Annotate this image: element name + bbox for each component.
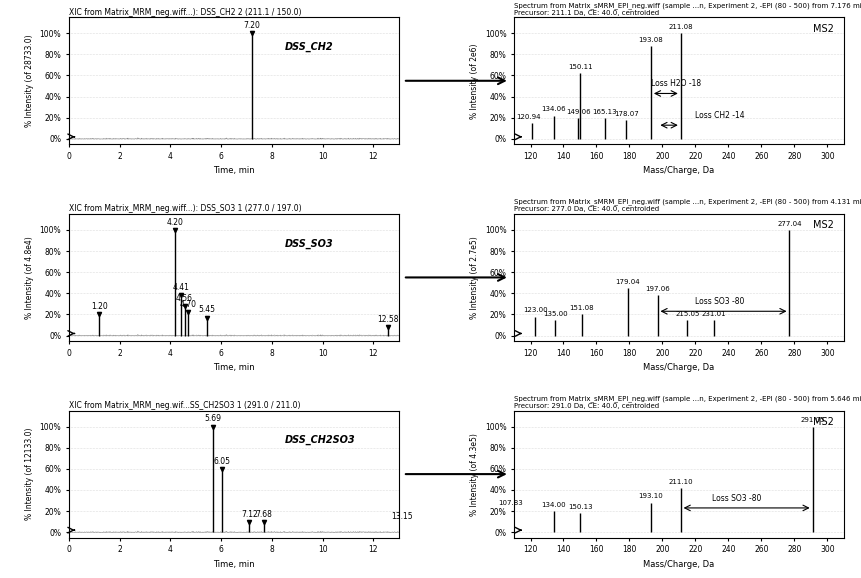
Text: 123.00: 123.00 [523, 307, 548, 313]
Text: Spectrum from Matrix_sMRM_EPI_neg.wiff (sample ...n, Experiment 2, -EPI (80 - 50: Spectrum from Matrix_sMRM_EPI_neg.wiff (… [514, 198, 861, 212]
Text: 13.15: 13.15 [392, 512, 413, 521]
Text: 135.00: 135.00 [543, 310, 567, 317]
Text: 5.45: 5.45 [199, 305, 215, 314]
Text: 211.10: 211.10 [668, 479, 693, 485]
Text: MS2: MS2 [813, 417, 834, 427]
Text: XIC from Matrix_MRM_neg.wiff...): DSS_SO3 1 (277.0 / 197.0): XIC from Matrix_MRM_neg.wiff...): DSS_SO… [69, 204, 301, 213]
X-axis label: Time, min: Time, min [213, 166, 255, 175]
Text: 151.08: 151.08 [569, 305, 594, 312]
Text: 134.06: 134.06 [542, 106, 566, 113]
Text: 150.13: 150.13 [568, 504, 592, 510]
Text: 179.04: 179.04 [616, 279, 641, 285]
Text: 120.94: 120.94 [517, 114, 541, 120]
Text: 215.05: 215.05 [675, 310, 699, 317]
Text: 150.11: 150.11 [568, 64, 592, 70]
Text: Spectrum from Matrix_sMRM_EPI_neg.wiff (sample ...n, Experiment 2, -EPI (80 - 50: Spectrum from Matrix_sMRM_EPI_neg.wiff (… [514, 2, 861, 16]
Text: Spectrum from Matrix_sMRM_EPI_neg.wiff (sample ...n, Experiment 2, -EPI (80 - 50: Spectrum from Matrix_sMRM_EPI_neg.wiff (… [514, 395, 861, 409]
Text: 291.05: 291.05 [800, 417, 825, 423]
Text: 231.01: 231.01 [701, 310, 726, 317]
X-axis label: Mass/Charge, Da: Mass/Charge, Da [643, 166, 715, 175]
Text: Loss SO3 -80: Loss SO3 -80 [712, 494, 761, 503]
Text: 4.20: 4.20 [167, 218, 184, 227]
Text: 193.08: 193.08 [639, 37, 663, 43]
Text: 7.68: 7.68 [255, 510, 272, 518]
Text: 7.20: 7.20 [243, 21, 260, 30]
X-axis label: Mass/Charge, Da: Mass/Charge, Da [643, 560, 715, 569]
Text: 7.12: 7.12 [241, 510, 257, 518]
Text: 178.07: 178.07 [614, 111, 639, 117]
Text: 12.58: 12.58 [377, 315, 399, 324]
Text: 277.04: 277.04 [777, 221, 802, 227]
Y-axis label: % Intensity (of 4.3e5): % Intensity (of 4.3e5) [470, 433, 480, 516]
Text: 165.13: 165.13 [592, 109, 617, 114]
X-axis label: Time, min: Time, min [213, 560, 255, 569]
X-axis label: Time, min: Time, min [213, 363, 255, 372]
X-axis label: Mass/Charge, Da: Mass/Charge, Da [643, 363, 715, 372]
Text: Loss CH2 -14: Loss CH2 -14 [696, 111, 745, 120]
Text: MS2: MS2 [813, 24, 834, 34]
Y-axis label: % Intensity (of 12133.0): % Intensity (of 12133.0) [25, 428, 34, 520]
Text: XIC from Matrix_MRM_neg.wif...SS_CH2SO3 1 (291.0 / 211.0): XIC from Matrix_MRM_neg.wif...SS_CH2SO3 … [69, 401, 300, 410]
Text: 107.83: 107.83 [498, 500, 523, 506]
Text: 4.41: 4.41 [172, 283, 189, 292]
Y-axis label: % Intensity (of 4.8e4): % Intensity (of 4.8e4) [25, 236, 34, 319]
Text: XIC from Matrix_MRM_neg.wiff...): DSS_CH2 2 (211.1 / 150.0): XIC from Matrix_MRM_neg.wiff...): DSS_CH… [69, 8, 301, 17]
Y-axis label: % Intensity (of 2.7e5): % Intensity (of 2.7e5) [470, 236, 480, 319]
Text: 5.69: 5.69 [205, 414, 221, 423]
Text: Loss SO3 -80: Loss SO3 -80 [696, 297, 745, 306]
Text: DSS_SO3: DSS_SO3 [284, 238, 333, 249]
Text: Loss H2O -18: Loss H2O -18 [651, 79, 701, 88]
Text: DSS_CH2: DSS_CH2 [284, 42, 333, 52]
Text: 4.56: 4.56 [176, 294, 193, 303]
Y-axis label: % Intensity (of 28733.0): % Intensity (of 28733.0) [25, 35, 34, 127]
Text: 211.08: 211.08 [668, 24, 693, 30]
Text: 134.00: 134.00 [542, 502, 566, 508]
Text: 4.70: 4.70 [180, 300, 196, 309]
Text: 197.06: 197.06 [645, 286, 670, 292]
Text: 1.20: 1.20 [91, 302, 108, 312]
Text: MS2: MS2 [813, 220, 834, 231]
Text: 149.06: 149.06 [567, 109, 591, 114]
Y-axis label: % Intensity (of 2e6): % Intensity (of 2e6) [470, 43, 480, 118]
Text: 6.05: 6.05 [214, 457, 231, 466]
Text: 193.10: 193.10 [639, 494, 664, 499]
Text: DSS_CH2SO3: DSS_CH2SO3 [284, 435, 355, 445]
